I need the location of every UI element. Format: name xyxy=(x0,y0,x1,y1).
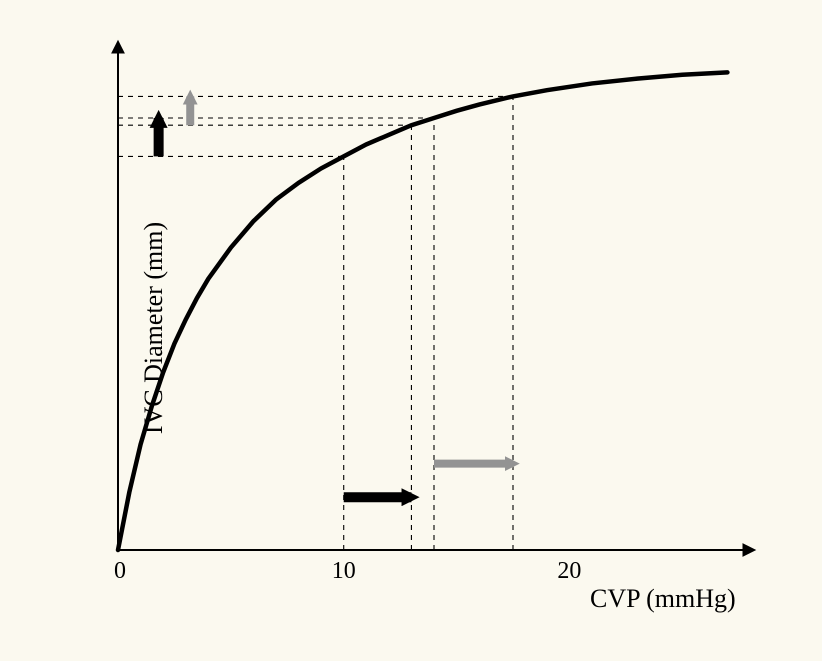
x-tick-label: 10 xyxy=(332,558,356,584)
y-axis-label: IVC Diameter (mm) xyxy=(139,222,169,434)
x-tick-label: 0 xyxy=(114,558,126,584)
x-tick-label: 20 xyxy=(557,558,581,584)
chart-container: 0 10 20 IVC Diameter (mm) CVP (mmHg) xyxy=(30,18,790,618)
x-axis-label: CVP (mmHg) xyxy=(590,584,736,614)
